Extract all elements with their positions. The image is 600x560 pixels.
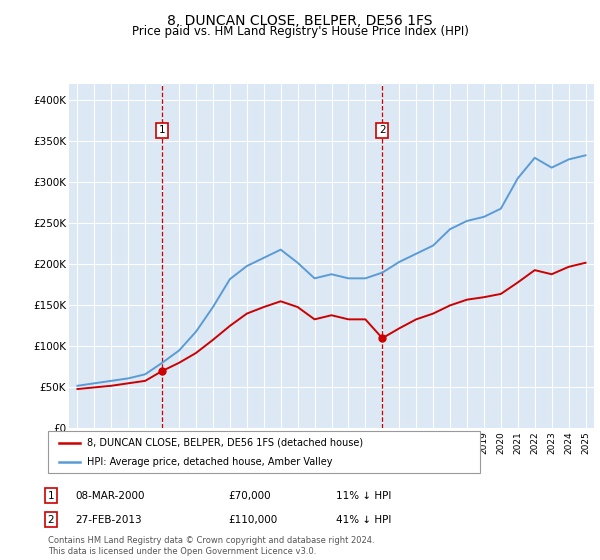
Text: Contains HM Land Registry data © Crown copyright and database right 2024.
This d: Contains HM Land Registry data © Crown c…: [48, 536, 374, 556]
Text: 2: 2: [379, 125, 386, 136]
Text: £70,000: £70,000: [228, 491, 271, 501]
Text: 1: 1: [47, 491, 55, 501]
Text: 1: 1: [159, 125, 166, 136]
Text: Price paid vs. HM Land Registry's House Price Index (HPI): Price paid vs. HM Land Registry's House …: [131, 25, 469, 38]
Text: 2: 2: [47, 515, 55, 525]
FancyBboxPatch shape: [48, 431, 480, 473]
Text: HPI: Average price, detached house, Amber Valley: HPI: Average price, detached house, Ambe…: [87, 457, 332, 467]
Text: 27-FEB-2013: 27-FEB-2013: [75, 515, 142, 525]
Text: 8, DUNCAN CLOSE, BELPER, DE56 1FS (detached house): 8, DUNCAN CLOSE, BELPER, DE56 1FS (detac…: [87, 437, 363, 447]
Text: 41% ↓ HPI: 41% ↓ HPI: [336, 515, 391, 525]
Text: 11% ↓ HPI: 11% ↓ HPI: [336, 491, 391, 501]
Text: 08-MAR-2000: 08-MAR-2000: [75, 491, 145, 501]
Text: £110,000: £110,000: [228, 515, 277, 525]
Text: 8, DUNCAN CLOSE, BELPER, DE56 1FS: 8, DUNCAN CLOSE, BELPER, DE56 1FS: [167, 14, 433, 28]
